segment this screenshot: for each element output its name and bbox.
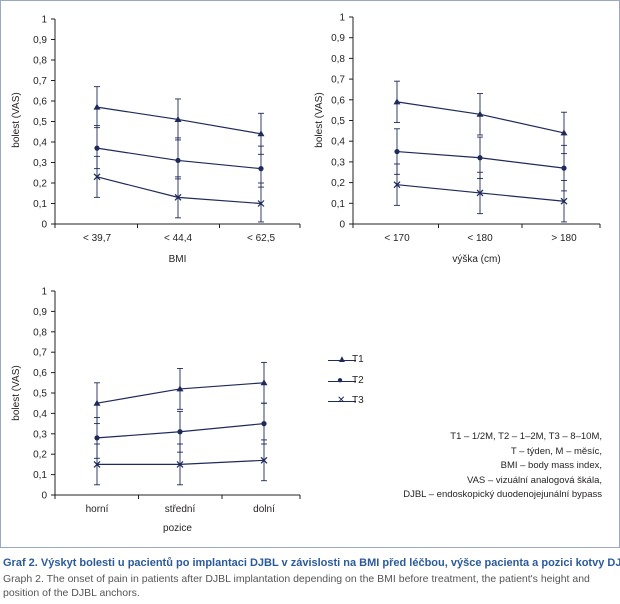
y-tick-label: 0,9 (331, 33, 345, 44)
legend-line-t3 (328, 401, 356, 402)
note-line: DJBL – endoskopický duodenojejunální byp… (403, 489, 602, 500)
caption-english: Graph 2. The onset of pain in patients a… (3, 573, 590, 599)
y-axis-label: bolest (VAS) (314, 92, 325, 147)
data-point-t3 (560, 197, 568, 205)
x-tick-label: střední (165, 504, 196, 515)
y-axis-label: bolest (VAS) (11, 92, 22, 147)
y-tick-label: 1 (339, 13, 345, 24)
data-point-t2 (94, 145, 100, 151)
y-tick-label: 0,5 (331, 116, 345, 127)
y-tick-label: 0,1 (331, 199, 345, 210)
data-point-t2 (175, 157, 181, 164)
legend-marker-t2: ● (337, 375, 344, 386)
data-point-t2 (561, 165, 567, 171)
y-tick-label: 0,3 (331, 157, 345, 168)
data-point-t1 (560, 129, 568, 136)
note-line: T – týden, M – měsíc, (510, 445, 602, 457)
y-tick-label: 0,2 (33, 450, 47, 461)
data-point-t2 (258, 166, 264, 172)
data-point-t2 (477, 155, 483, 161)
data-point-t3 (257, 200, 265, 207)
y-tick-label: 0,1 (33, 470, 47, 481)
x-tick-label: > 180 (551, 233, 577, 244)
data-point-t3 (93, 460, 101, 468)
data-point-t1 (476, 110, 484, 117)
x-tick-label: horní (86, 504, 109, 515)
data-point-t3 (476, 189, 484, 197)
figure-panel (0, 0, 620, 548)
data-point-t3 (176, 460, 184, 468)
y-tick-label: 0,6 (33, 368, 47, 379)
data-point-t1 (174, 115, 182, 122)
x-tick-label: dolní (253, 504, 275, 515)
x-tick-label: < 62,5 (247, 233, 276, 244)
x-axis-label: BMI (169, 254, 187, 265)
y-tick-label: 0,3 (33, 429, 47, 440)
legend-marker-t3: ✕ (337, 395, 346, 406)
x-tick-label: < 39,7 (83, 233, 112, 244)
y-tick-label: 0,4 (331, 137, 345, 148)
series-line-t1 (396, 101, 565, 134)
x-tick-label: < 44,4 (164, 233, 193, 244)
data-point-t2 (261, 421, 267, 427)
y-tick-label: 0,2 (33, 179, 47, 190)
y-tick-label: 0 (339, 220, 345, 231)
x-tick-label: < 170 (384, 233, 410, 244)
note-line: VAS – vizuální analogová škála, (466, 474, 602, 486)
y-tick-label: 0,1 (33, 199, 47, 210)
data-point-t1 (176, 385, 184, 392)
y-tick-label: 1 (41, 15, 47, 26)
data-point-t2 (394, 148, 400, 155)
legend-label-t2: T2 (352, 375, 364, 386)
data-point-t2 (94, 435, 100, 441)
x-axis-label: pozice (163, 523, 192, 534)
x-axis-label: výška (cm) (452, 254, 500, 265)
legend-label-t1: T1 (352, 354, 364, 365)
y-tick-label: 0,4 (33, 138, 47, 149)
data-point-t2 (177, 429, 183, 435)
data-point-t3 (174, 193, 182, 201)
x-tick-label: < 180 (467, 233, 493, 244)
note-line: BMI – body mass index, (500, 460, 602, 471)
note-line: T1 – 1/2M, T2 – 1–2M, T3 – 8–10M, (450, 431, 602, 442)
y-tick-label: 0,7 (331, 75, 345, 86)
data-point-t1 (93, 103, 101, 110)
series-line-t1 (96, 382, 265, 404)
y-tick-label: 0,8 (331, 54, 345, 65)
abbreviation-notes: T1 – 1/2M, T2 – 1–2M, T3 – 8–10M, T – tý… (380, 430, 602, 503)
data-point-t1 (260, 379, 268, 386)
legend-line-t2 (328, 381, 356, 382)
y-tick-label: 0,7 (33, 348, 47, 359)
y-tick-label: 0,5 (33, 389, 47, 400)
y-axis-label: bolest (VAS) (11, 365, 22, 420)
y-tick-label: 0 (41, 491, 47, 502)
data-point-t3 (93, 173, 101, 181)
legend-label-t3: T3 (352, 395, 364, 406)
data-point-t3 (260, 456, 268, 464)
y-tick-label: 0,9 (33, 307, 47, 318)
data-point-t1 (393, 98, 401, 105)
y-tick-label: 0,4 (33, 409, 47, 420)
y-tick-label: 0,6 (331, 95, 345, 106)
y-tick-label: 0,9 (33, 35, 47, 46)
y-tick-label: 0,8 (33, 327, 47, 338)
y-tick-label: 0,6 (33, 97, 47, 108)
y-tick-label: 0,8 (33, 56, 47, 67)
y-tick-label: 1 (41, 287, 47, 298)
series-line-t3 (96, 176, 262, 205)
legend-line-t1 (328, 360, 356, 361)
y-tick-label: 0,2 (331, 178, 345, 189)
legend-marker-t1: ▲ (337, 354, 347, 365)
y-tick-label: 0,5 (33, 117, 47, 128)
y-tick-label: 0 (41, 220, 47, 231)
data-point-t3 (393, 181, 401, 189)
y-tick-label: 0,3 (33, 158, 47, 169)
data-point-t1 (93, 399, 101, 406)
y-tick-label: 0,7 (33, 76, 47, 87)
caption-czech: Graf 2. Výskyt bolesti u pacientů po imp… (3, 557, 620, 569)
data-point-t1 (257, 130, 265, 137)
